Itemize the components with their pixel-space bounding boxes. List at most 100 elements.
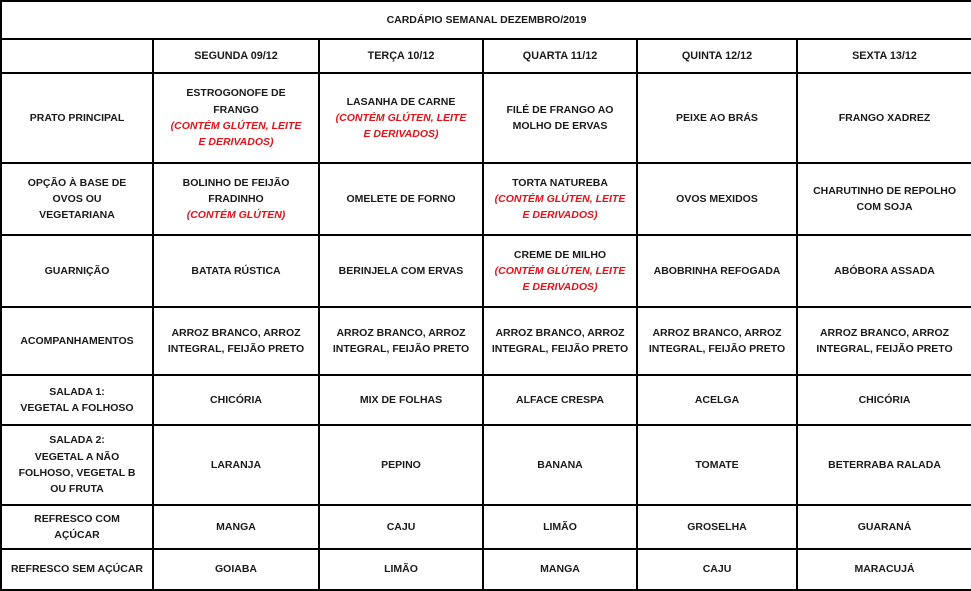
dish-name: MARACUJÁ	[854, 563, 915, 576]
row-guarnicao: GUARNIÇÃO BATATA RÚSTICA BERINJELA COM E…	[0, 234, 971, 308]
row-label-salada-2: SALADA 2: VEGETAL A NÃO FOLHOSO, VEGETAL…	[0, 424, 154, 506]
dish-name: TOMATE	[695, 458, 739, 471]
row-refresco-sem-acucar: REFRESCO SEM AÇÚCAR GOIABA LIMÃO MANGA C…	[0, 548, 971, 591]
menu-cell: BOLINHO DE FEIJÃO FRADINHO (CONTÉM GLÚTE…	[152, 162, 320, 236]
dish-name: BERINJELA COM ERVAS	[338, 264, 464, 277]
day-header-terca: TERÇA 10/12	[318, 38, 484, 74]
menu-cell: MANGA	[482, 548, 638, 591]
row-salada-2: SALADA 2: VEGETAL A NÃO FOLHOSO, VEGETAL…	[0, 424, 971, 506]
dish-name: ABÓBORA ASSADA	[834, 264, 935, 277]
allergen-note: (CONTÉM GLÚTEN, LEITE E DERIVADOS)	[494, 192, 626, 222]
dish-name: GOIABA	[215, 563, 257, 576]
allergen-note: (CONTÉM GLÚTEN)	[186, 209, 286, 222]
allergen-note: (CONTÉM GLÚTEN, LEITE E DERIVADOS)	[170, 120, 302, 149]
menu-cell: CAJU	[636, 548, 798, 591]
row-label-salada-1: SALADA 1: VEGETAL A FOLHOSO	[0, 374, 154, 426]
dish-name: CAJU	[386, 520, 416, 533]
dish-name: ARROZ BRANCO, ARROZ INTEGRAL, FEIJÃO PRE…	[332, 326, 470, 355]
dish-name: BANANA	[537, 458, 583, 471]
dish-name: LIMÃO	[384, 563, 418, 576]
row-label-refresco-com-acucar: REFRESCO COM AÇÚCAR	[0, 504, 154, 550]
menu-title: CARDÁPIO SEMANAL DEZEMBRO/2019	[0, 0, 971, 40]
menu-cell: ARROZ BRANCO, ARROZ INTEGRAL, FEIJÃO PRE…	[795, 306, 971, 376]
row-opcao-ovos-vegetariana: OPÇÃO À BASE DE OVOS OU VEGETARIANA BOLI…	[0, 162, 971, 236]
menu-cell: BATATA RÚSTICA	[152, 234, 320, 308]
menu-cell: ARROZ BRANCO, ARROZ INTEGRAL, FEIJÃO PRE…	[482, 306, 638, 376]
menu-cell: OVOS MEXIDOS	[636, 162, 798, 236]
dish-name: ARROZ BRANCO, ARROZ INTEGRAL, FEIJÃO PRE…	[648, 326, 786, 355]
menu-cell: ARROZ BRANCO, ARROZ INTEGRAL, FEIJÃO PRE…	[636, 306, 798, 376]
menu-cell: LASANHA DE CARNE (CONTÉM GLÚTEN, LEITE E…	[318, 72, 484, 164]
day-header-quinta: QUINTA 12/12	[636, 38, 798, 74]
menu-cell: ABÓBORA ASSADA	[795, 234, 971, 308]
day-header-segunda: SEGUNDA 09/12	[152, 38, 320, 74]
dish-name: LIMÃO	[543, 520, 577, 533]
dish-name: OVOS MEXIDOS	[676, 192, 758, 205]
row-refresco-com-acucar: REFRESCO COM AÇÚCAR MANGA CAJU LIMÃO GRO…	[0, 504, 971, 550]
menu-cell: PEPINO	[318, 424, 484, 506]
menu-cell: FILÉ DE FRANGO AO MOLHO DE ERVAS	[482, 72, 638, 164]
menu-cell: MIX DE FOLHAS	[318, 374, 484, 426]
dish-name: FILÉ DE FRANGO AO MOLHO DE ERVAS	[506, 103, 614, 132]
menu-cell: FRANGO XADREZ	[795, 72, 971, 164]
dish-name: CHARUTINHO DE REPOLHO COM SOJA	[813, 184, 956, 213]
dish-name: LASANHA DE CARNE	[346, 95, 456, 108]
menu-cell: LIMÃO	[318, 548, 484, 591]
dish-name: CHICÓRIA	[210, 393, 262, 406]
dish-name: ESTROGONOFE DE FRANGO	[186, 87, 286, 116]
menu-cell: CREME DE MILHO (CONTÉM GLÚTEN, LEITE E D…	[482, 234, 638, 308]
dish-name: ARROZ BRANCO, ARROZ INTEGRAL, FEIJÃO PRE…	[491, 326, 629, 355]
menu-cell: TORTA NATUREBA (CONTÉM GLÚTEN, LEITE E D…	[482, 162, 638, 236]
dish-name: MANGA	[216, 520, 256, 533]
day-header-row: SEGUNDA 09/12 TERÇA 10/12 QUARTA 11/12 Q…	[0, 38, 971, 74]
dish-name: CREME DE MILHO	[513, 248, 607, 261]
dish-name: ABOBRINHA REFOGADA	[653, 264, 781, 277]
menu-cell: CAJU	[318, 504, 484, 550]
row-label-prato-principal: PRATO PRINCIPAL	[0, 72, 154, 164]
menu-cell: ACELGA	[636, 374, 798, 426]
menu-cell: BANANA	[482, 424, 638, 506]
menu-cell: BERINJELA COM ERVAS	[318, 234, 484, 308]
menu-cell: CHICÓRIA	[152, 374, 320, 426]
row-label-acompanhamentos: ACOMPANHAMENTOS	[0, 306, 154, 376]
dish-name: GROSELHA	[687, 520, 747, 533]
menu-cell: ARROZ BRANCO, ARROZ INTEGRAL, FEIJÃO PRE…	[152, 306, 320, 376]
dish-name: ACELGA	[694, 393, 740, 406]
row-label-refresco-sem-acucar: REFRESCO SEM AÇÚCAR	[0, 548, 154, 591]
row-label-guarnicao: GUARNIÇÃO	[0, 234, 154, 308]
menu-cell: MANGA	[152, 504, 320, 550]
dish-name: LARANJA	[210, 458, 262, 471]
dish-name: ARROZ BRANCO, ARROZ INTEGRAL, FEIJÃO PRE…	[816, 326, 953, 355]
menu-cell: GUARANÁ	[795, 504, 971, 550]
dish-name: BETERRABA RALADA	[828, 458, 941, 471]
menu-cell: CHARUTINHO DE REPOLHO COM SOJA	[795, 162, 971, 236]
menu-cell: MARACUJÁ	[795, 548, 971, 591]
menu-cell: BETERRABA RALADA	[795, 424, 971, 506]
row-acompanhamentos: ACOMPANHAMENTOS ARROZ BRANCO, ARROZ INTE…	[0, 306, 971, 376]
row-label-opcao-ovos-vegetariana: OPÇÃO À BASE DE OVOS OU VEGETARIANA	[0, 162, 154, 236]
dish-name: MIX DE FOLHAS	[359, 393, 443, 406]
menu-cell: GOIABA	[152, 548, 320, 591]
row-prato-principal: PRATO PRINCIPAL ESTROGONOFE DE FRANGO (C…	[0, 72, 971, 164]
menu-cell: ALFACE CRESPA	[482, 374, 638, 426]
allergen-note: (CONTÉM GLÚTEN, LEITE E DERIVADOS)	[494, 264, 626, 294]
dish-name: PEPINO	[381, 458, 421, 471]
dish-name: CHICÓRIA	[858, 393, 911, 406]
menu-cell: TOMATE	[636, 424, 798, 506]
dish-name: ARROZ BRANCO, ARROZ INTEGRAL, FEIJÃO PRE…	[167, 326, 305, 355]
dish-name: CAJU	[702, 563, 732, 576]
title-row: CARDÁPIO SEMANAL DEZEMBRO/2019	[0, 0, 971, 40]
menu-cell: ESTROGONOFE DE FRANGO (CONTÉM GLÚTEN, LE…	[152, 72, 320, 164]
day-header-quarta: QUARTA 11/12	[482, 38, 638, 74]
dish-name: PEIXE AO BRÁS	[676, 111, 758, 124]
menu-cell: GROSELHA	[636, 504, 798, 550]
dish-name: BOLINHO DE FEIJÃO FRADINHO	[182, 176, 290, 205]
menu-cell: LARANJA	[152, 424, 320, 506]
menu-cell: ARROZ BRANCO, ARROZ INTEGRAL, FEIJÃO PRE…	[318, 306, 484, 376]
dish-name: MANGA	[540, 563, 580, 576]
dish-name: TORTA NATUREBA	[512, 176, 608, 189]
day-header-sexta: SEXTA 13/12	[795, 38, 971, 74]
corner-cell	[0, 38, 154, 74]
